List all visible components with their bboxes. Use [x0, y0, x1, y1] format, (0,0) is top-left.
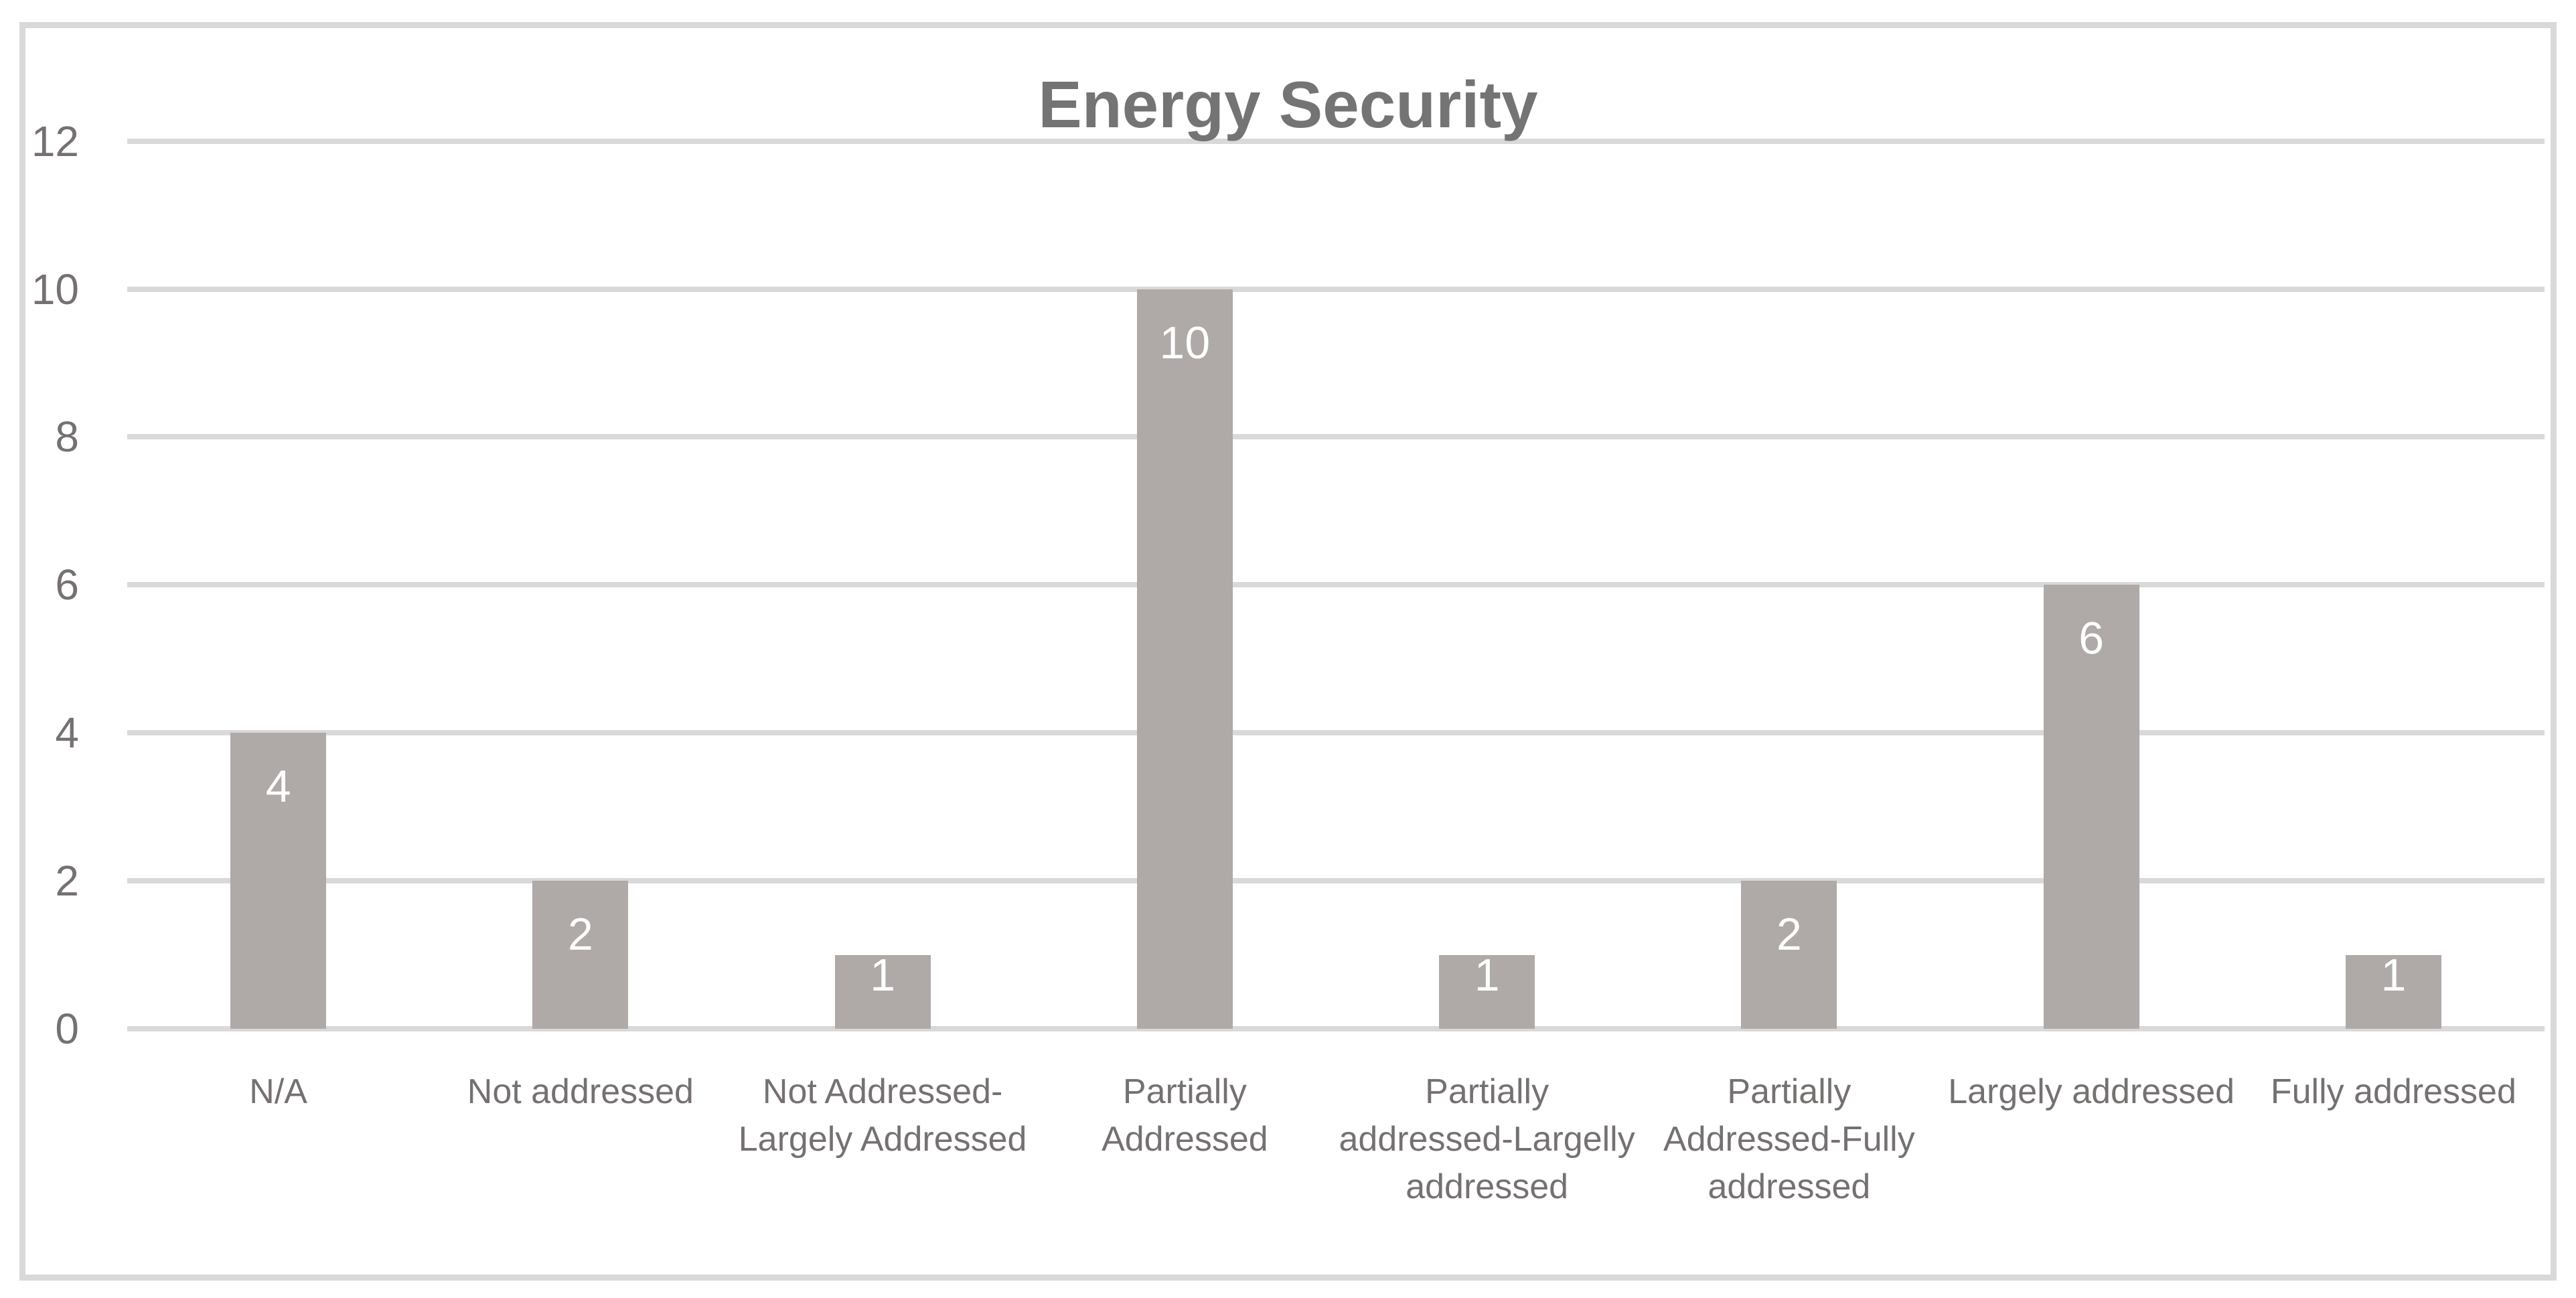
bar-value-label: 6	[2078, 613, 2105, 664]
bar-1: 4	[230, 733, 327, 1029]
bar-value-label: 1	[1474, 949, 1500, 1001]
x-category-label: Largely addressed	[1948, 1072, 2235, 1111]
y-tick-label: 2	[55, 857, 79, 906]
bar-5: 1	[1439, 949, 1535, 1029]
gridline-y-0	[127, 1026, 2545, 1031]
bar-value-label: 4	[265, 761, 291, 812]
bar-2: 2	[532, 881, 629, 1029]
x-category-label: Partially Addressed	[1102, 1072, 1268, 1159]
x-category-label: Fully addressed	[2270, 1072, 2516, 1111]
bar-3: 1	[834, 949, 931, 1029]
chart-title: Energy Security	[1038, 68, 1538, 141]
x-category-label: Partially addressed-Largelly addressed	[1339, 1072, 1635, 1206]
bar-8: 1	[2345, 949, 2441, 1029]
x-category-label: Partially Addressed-Fully addressed	[1663, 1072, 1915, 1206]
x-category-label: N/A	[249, 1072, 307, 1111]
y-tick-label: 6	[55, 561, 79, 609]
gridline-y-12	[127, 138, 2545, 144]
gridline-y-8	[127, 434, 2545, 440]
bar-value-label: 1	[2380, 949, 2407, 1001]
bar-value-label: 2	[567, 909, 593, 960]
x-category-label: Not Addressed- Largely Addressed	[738, 1072, 1027, 1159]
y-tick-label: 4	[55, 709, 79, 758]
y-tick-label: 10	[31, 265, 79, 313]
bar-value-label: 1	[870, 949, 896, 1001]
y-tick-label: 0	[55, 1005, 79, 1053]
y-tick-label: 12	[31, 117, 79, 165]
bar-4: 10	[1136, 289, 1233, 1029]
gridline-y-2	[127, 878, 2545, 884]
chart-frame: Energy Security 0 2 4 6 8 10 12 4 N/A 2 Not addres…	[19, 22, 2557, 1281]
bar-6: 2	[1741, 881, 1837, 1029]
gridline-y-4	[127, 730, 2545, 736]
y-tick-label: 8	[55, 413, 79, 461]
bar-value-label: 2	[1776, 909, 1802, 960]
x-category-label: Not addressed	[467, 1072, 694, 1111]
gridline-y-6	[127, 582, 2545, 588]
bar-value-label: 10	[1159, 317, 1211, 368]
gridline-y-10	[127, 286, 2545, 292]
bar-7: 6	[2043, 585, 2139, 1029]
